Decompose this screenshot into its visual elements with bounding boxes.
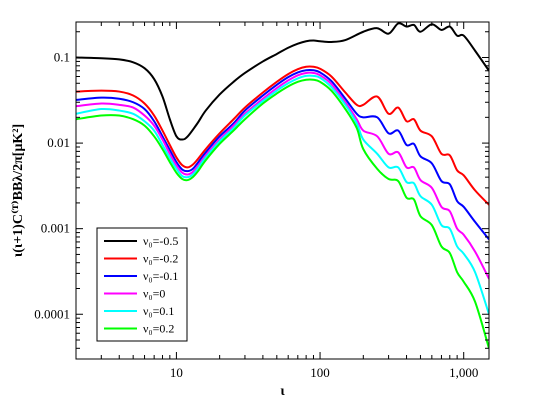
legend-label: ν₀=0.2 [143,322,174,336]
y-tick-label: 0.001 [41,221,70,236]
series-line-2 [76,68,489,240]
legend-box [96,227,188,342]
legend-label: ν₀=0 [143,287,165,301]
series-line-5 [76,78,489,349]
legend-label: ν₀=-0.1 [143,269,178,283]
series-line-4 [76,74,489,315]
y-tick-label: 0.1 [54,50,70,65]
series-layer [76,22,489,349]
series-line-0 [76,22,489,141]
x-axis-title: ι [280,384,285,399]
x-tick-label: 1,000 [449,365,478,380]
y-axis-title: ι(ι+1)C⁽ᵀ⁾BBλ/2π[μK²] [11,124,26,257]
series-line-3 [76,71,489,280]
y-tick-label: 0.01 [47,135,70,150]
legend-label: ν₀=-0.2 [143,252,178,266]
series-line-1 [76,65,489,206]
tick-layer: 10 100 1,000 0.1 0.01 0.001 0.0001 [34,22,489,380]
legend-label: ν₀=-0.5 [143,234,178,248]
legend: ν₀=-0.5 ν₀=-0.2 ν₀=-0.1 ν₀=0 ν₀=0.1 ν₀=0.2 [96,227,188,342]
plot-frame [75,21,490,360]
y-tick-label: 0.0001 [34,306,70,321]
x-tick-label: 100 [310,365,330,380]
legend-label: ν₀=0.1 [143,304,174,318]
x-tick-label: 10 [170,365,183,380]
